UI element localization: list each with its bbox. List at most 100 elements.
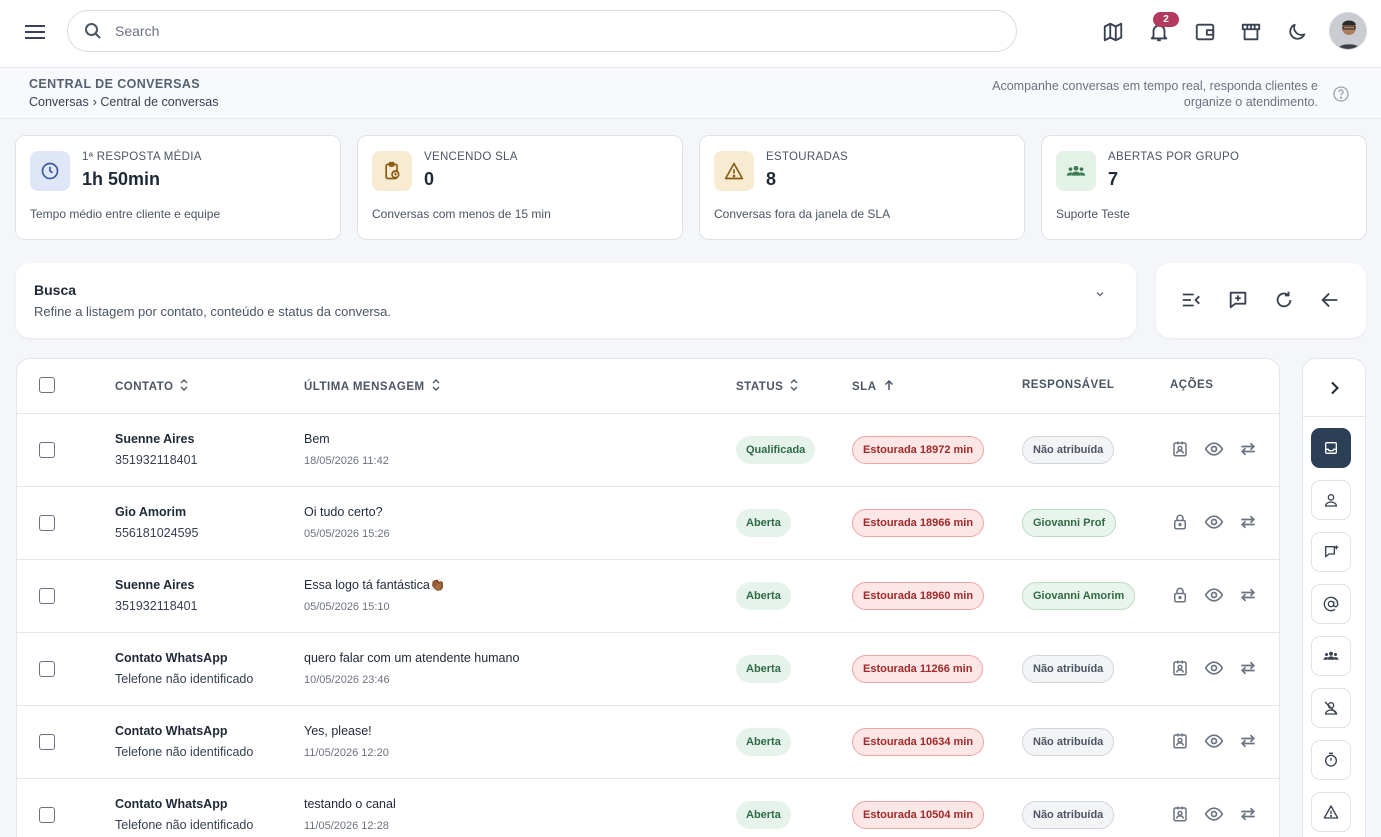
responsible-badge: Giovanni Amorim <box>1022 582 1136 610</box>
stat-description: Tempo médio entre cliente e equipe <box>30 207 221 221</box>
row-checkbox[interactable] <box>39 734 55 750</box>
assign-contact-icon[interactable] <box>1169 438 1191 460</box>
contact-phone: Telefone não identificado <box>115 818 254 832</box>
view-eye-icon[interactable] <box>1203 511 1225 533</box>
chat-icon[interactable] <box>1311 532 1351 572</box>
breadcrumb-conversas[interactable]: Conversas <box>29 95 89 109</box>
inbox-icon[interactable] <box>1311 428 1351 468</box>
notification-badge: 2 <box>1153 12 1179 27</box>
wallet-icon[interactable] <box>1192 19 1218 45</box>
message-date: 11/05/2026 12:20 <box>304 747 389 759</box>
transfer-icon[interactable] <box>1237 730 1259 752</box>
stat-value: 0 <box>424 169 435 189</box>
last-message: Yes, please! <box>304 724 372 738</box>
filter-subtitle: Refine a listagem por contato, conteúdo … <box>34 304 391 319</box>
breadcrumb: Conversas › Central de conversas <box>29 95 219 109</box>
message-date: 11/05/2026 12:28 <box>304 820 389 832</box>
user-icon[interactable] <box>1311 480 1351 520</box>
user-off-icon[interactable] <box>1311 688 1351 728</box>
row-checkbox[interactable] <box>39 807 55 823</box>
column-responsible: RESPONSÁVEL <box>1022 379 1115 391</box>
warning-icon <box>714 151 754 191</box>
transfer-icon[interactable] <box>1237 438 1259 460</box>
timer-icon[interactable] <box>1311 740 1351 780</box>
chevron-down-icon[interactable] <box>1093 287 1107 301</box>
collapse-list-icon[interactable] <box>1176 285 1206 315</box>
contact-name: Contato WhatsApp <box>115 797 228 811</box>
stat-label: ABERTAS POR GRUPO <box>1108 151 1240 163</box>
search-input[interactable] <box>115 23 975 39</box>
help-icon[interactable] <box>1332 85 1350 103</box>
stat-label: ESTOURADAS <box>766 151 849 163</box>
group-icon[interactable] <box>1311 636 1351 676</box>
select-all-checkbox[interactable] <box>39 377 55 393</box>
search-bar <box>67 10 1017 52</box>
row-checkbox[interactable] <box>39 661 55 677</box>
table-row[interactable]: Gio Amorim 556181024595 Oi tudo certo? 0… <box>17 487 1279 560</box>
contact-phone: 556181024595 <box>115 526 199 540</box>
at-sign-icon[interactable] <box>1311 584 1351 624</box>
table-row[interactable]: Contato WhatsApp Telefone não identifica… <box>17 779 1279 837</box>
contact-phone: 351932118401 <box>115 599 198 613</box>
view-eye-icon[interactable] <box>1203 657 1225 679</box>
refresh-icon[interactable] <box>1269 285 1299 315</box>
map-icon[interactable] <box>1100 19 1126 45</box>
last-message: testando o canal <box>304 797 396 811</box>
view-eye-icon[interactable] <box>1203 584 1225 606</box>
page-header: CENTRAL DE CONVERSAS Conversas › Central… <box>0 68 1381 119</box>
group-icon <box>1056 151 1096 191</box>
column-sla[interactable]: SLA <box>852 379 894 394</box>
sla-badge: Estourada 10504 min <box>852 801 985 829</box>
message-date: 05/05/2026 15:10 <box>304 601 390 613</box>
back-arrow-icon[interactable] <box>1315 285 1345 315</box>
sla-badge: Estourada 11266 min <box>852 655 984 683</box>
sla-badge: Estourada 18960 min <box>852 582 985 610</box>
column-status[interactable]: STATUS <box>736 379 798 394</box>
transfer-icon[interactable] <box>1237 657 1259 679</box>
row-checkbox[interactable] <box>39 515 55 531</box>
column-last-message[interactable]: ÚLTIMA MENSAGEM <box>304 379 440 394</box>
sla-badge: Estourada 18972 min <box>852 436 985 464</box>
assign-contact-icon[interactable] <box>1169 657 1191 679</box>
search-filter-panel[interactable]: Busca Refine a listagem por contato, con… <box>16 263 1136 338</box>
stat-label: VENCENDO SLA <box>424 151 518 163</box>
row-checkbox[interactable] <box>39 442 55 458</box>
assign-contact-icon[interactable] <box>1169 730 1191 752</box>
clipboard-clock-icon <box>372 151 412 191</box>
stat-value: 7 <box>1108 169 1119 189</box>
view-eye-icon[interactable] <box>1203 803 1225 825</box>
column-actions: AÇÕES <box>1170 379 1214 391</box>
table-row[interactable]: Contato WhatsApp Telefone não identifica… <box>17 633 1279 706</box>
table-row[interactable]: Suenne Aires 351932118401 Essa logo tá f… <box>17 560 1279 633</box>
menu-icon[interactable] <box>22 19 48 45</box>
column-contact[interactable]: CONTATO <box>115 379 188 394</box>
table-header: CONTATO ÚLTIMA MENSAGEM STATUS SLA RESPO… <box>17 359 1279 414</box>
assign-contact-icon[interactable] <box>1169 803 1191 825</box>
transfer-icon[interactable] <box>1237 803 1259 825</box>
lock-icon[interactable] <box>1169 511 1191 533</box>
stat-description: Suporte Teste <box>1056 207 1130 221</box>
store-icon[interactable] <box>1238 19 1264 45</box>
conversations-table: CONTATO ÚLTIMA MENSAGEM STATUS SLA RESPO… <box>16 358 1280 837</box>
stat-card-breached: ESTOURADAS 8 Conversas fora da janela de… <box>699 135 1025 240</box>
table-row[interactable]: Contato WhatsApp Telefone não identifica… <box>17 706 1279 779</box>
page-title: CENTRAL DE CONVERSAS <box>29 77 200 91</box>
moon-icon[interactable] <box>1284 19 1310 45</box>
contact-phone: Telefone não identificado <box>115 672 254 686</box>
view-eye-icon[interactable] <box>1203 730 1225 752</box>
user-avatar[interactable] <box>1329 12 1367 50</box>
lock-icon[interactable] <box>1169 584 1191 606</box>
chevron-right-icon[interactable] <box>1303 359 1365 417</box>
sla-badge: Estourada 10634 min <box>852 728 985 756</box>
transfer-icon[interactable] <box>1237 511 1259 533</box>
new-chat-icon[interactable] <box>1223 285 1253 315</box>
status-badge: Aberta <box>736 655 791 683</box>
warning-icon[interactable] <box>1311 792 1351 832</box>
responsible-badge: Não atribuída <box>1022 655 1115 683</box>
row-checkbox[interactable] <box>39 588 55 604</box>
transfer-icon[interactable] <box>1237 584 1259 606</box>
status-badge: Aberta <box>736 509 791 537</box>
view-eye-icon[interactable] <box>1203 438 1225 460</box>
table-row[interactable]: Suenne Aires 351932118401 Bem 18/05/2026… <box>17 414 1279 487</box>
last-message: quero falar com um atendente humano <box>304 651 520 665</box>
